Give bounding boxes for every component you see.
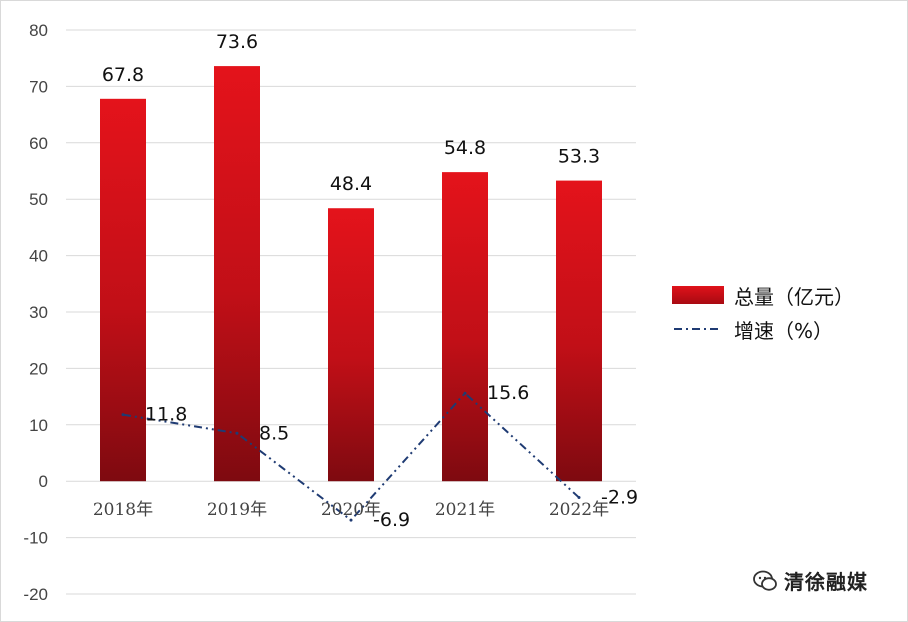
y-tick-label: 10 (29, 416, 48, 435)
bar-series (100, 66, 602, 482)
bar (328, 208, 374, 482)
x-category-label: 2020年 (321, 500, 381, 520)
bar (214, 66, 260, 482)
x-axis-categories: 2018年 2019年 2020年 2021年 2022年 (93, 500, 609, 520)
y-tick-label: 20 (29, 359, 48, 378)
y-tick-label: 30 (29, 303, 48, 322)
growth-point (349, 518, 353, 522)
legend-bar-swatch (672, 286, 724, 304)
y-tick-label: -10 (23, 529, 48, 548)
growth-value-label: 15.6 (487, 382, 529, 404)
bar-value-label: 53.3 (558, 146, 600, 168)
growth-point (577, 496, 581, 500)
growth-point (121, 413, 125, 417)
bar (442, 172, 488, 482)
y-tick-label: 70 (29, 77, 48, 96)
x-category-label: 2018年 (93, 500, 153, 520)
y-tick-label: -20 (23, 585, 48, 604)
legend: 总量（亿元） 增速（%） (672, 278, 854, 346)
y-axis-ticks: 80 70 60 50 40 30 20 10 0 -10 -20 (23, 21, 48, 604)
growth-value-label: -6.9 (373, 509, 410, 531)
wechat-icon (753, 570, 777, 591)
legend-line-swatch (672, 320, 724, 338)
y-tick-label: 40 (29, 247, 48, 266)
x-category-label: 2019年 (207, 500, 267, 520)
legend-growth-label: 增速（%） (734, 318, 834, 343)
x-category-label: 2022年 (549, 500, 609, 520)
legend-total-label: 总量（亿元） (734, 284, 854, 309)
y-tick-label: 60 (29, 134, 48, 153)
legend-item-growth: 增速（%） (672, 312, 854, 346)
y-tick-label: 80 (29, 21, 48, 40)
legend-item-total: 总量（亿元） (672, 278, 854, 312)
growth-value-label: -2.9 (601, 487, 638, 509)
bar-value-label: 48.4 (330, 173, 372, 195)
x-category-label: 2021年 (435, 500, 495, 520)
bar-value-label: 67.8 (102, 64, 144, 86)
watermark-text: 清徐融媒 (784, 570, 868, 594)
growth-point (463, 391, 467, 395)
growth-line-series (121, 391, 581, 522)
bar-value-label: 73.6 (216, 31, 258, 53)
bar (556, 180, 602, 482)
bar-value-label: 54.8 (444, 137, 486, 159)
growth-value-label: 11.8 (145, 404, 187, 426)
growth-point (235, 431, 239, 435)
y-tick-label: 0 (39, 472, 48, 491)
bar (100, 98, 146, 482)
y-tick-label: 50 (29, 190, 48, 209)
data-labels: 67.8 73.6 48.4 54.8 53.3 11.8 8.5 -6.9 15.6 -2.9 (102, 31, 638, 531)
growth-value-label: 8.5 (259, 422, 289, 444)
watermark: 清徐融媒 (752, 566, 868, 595)
